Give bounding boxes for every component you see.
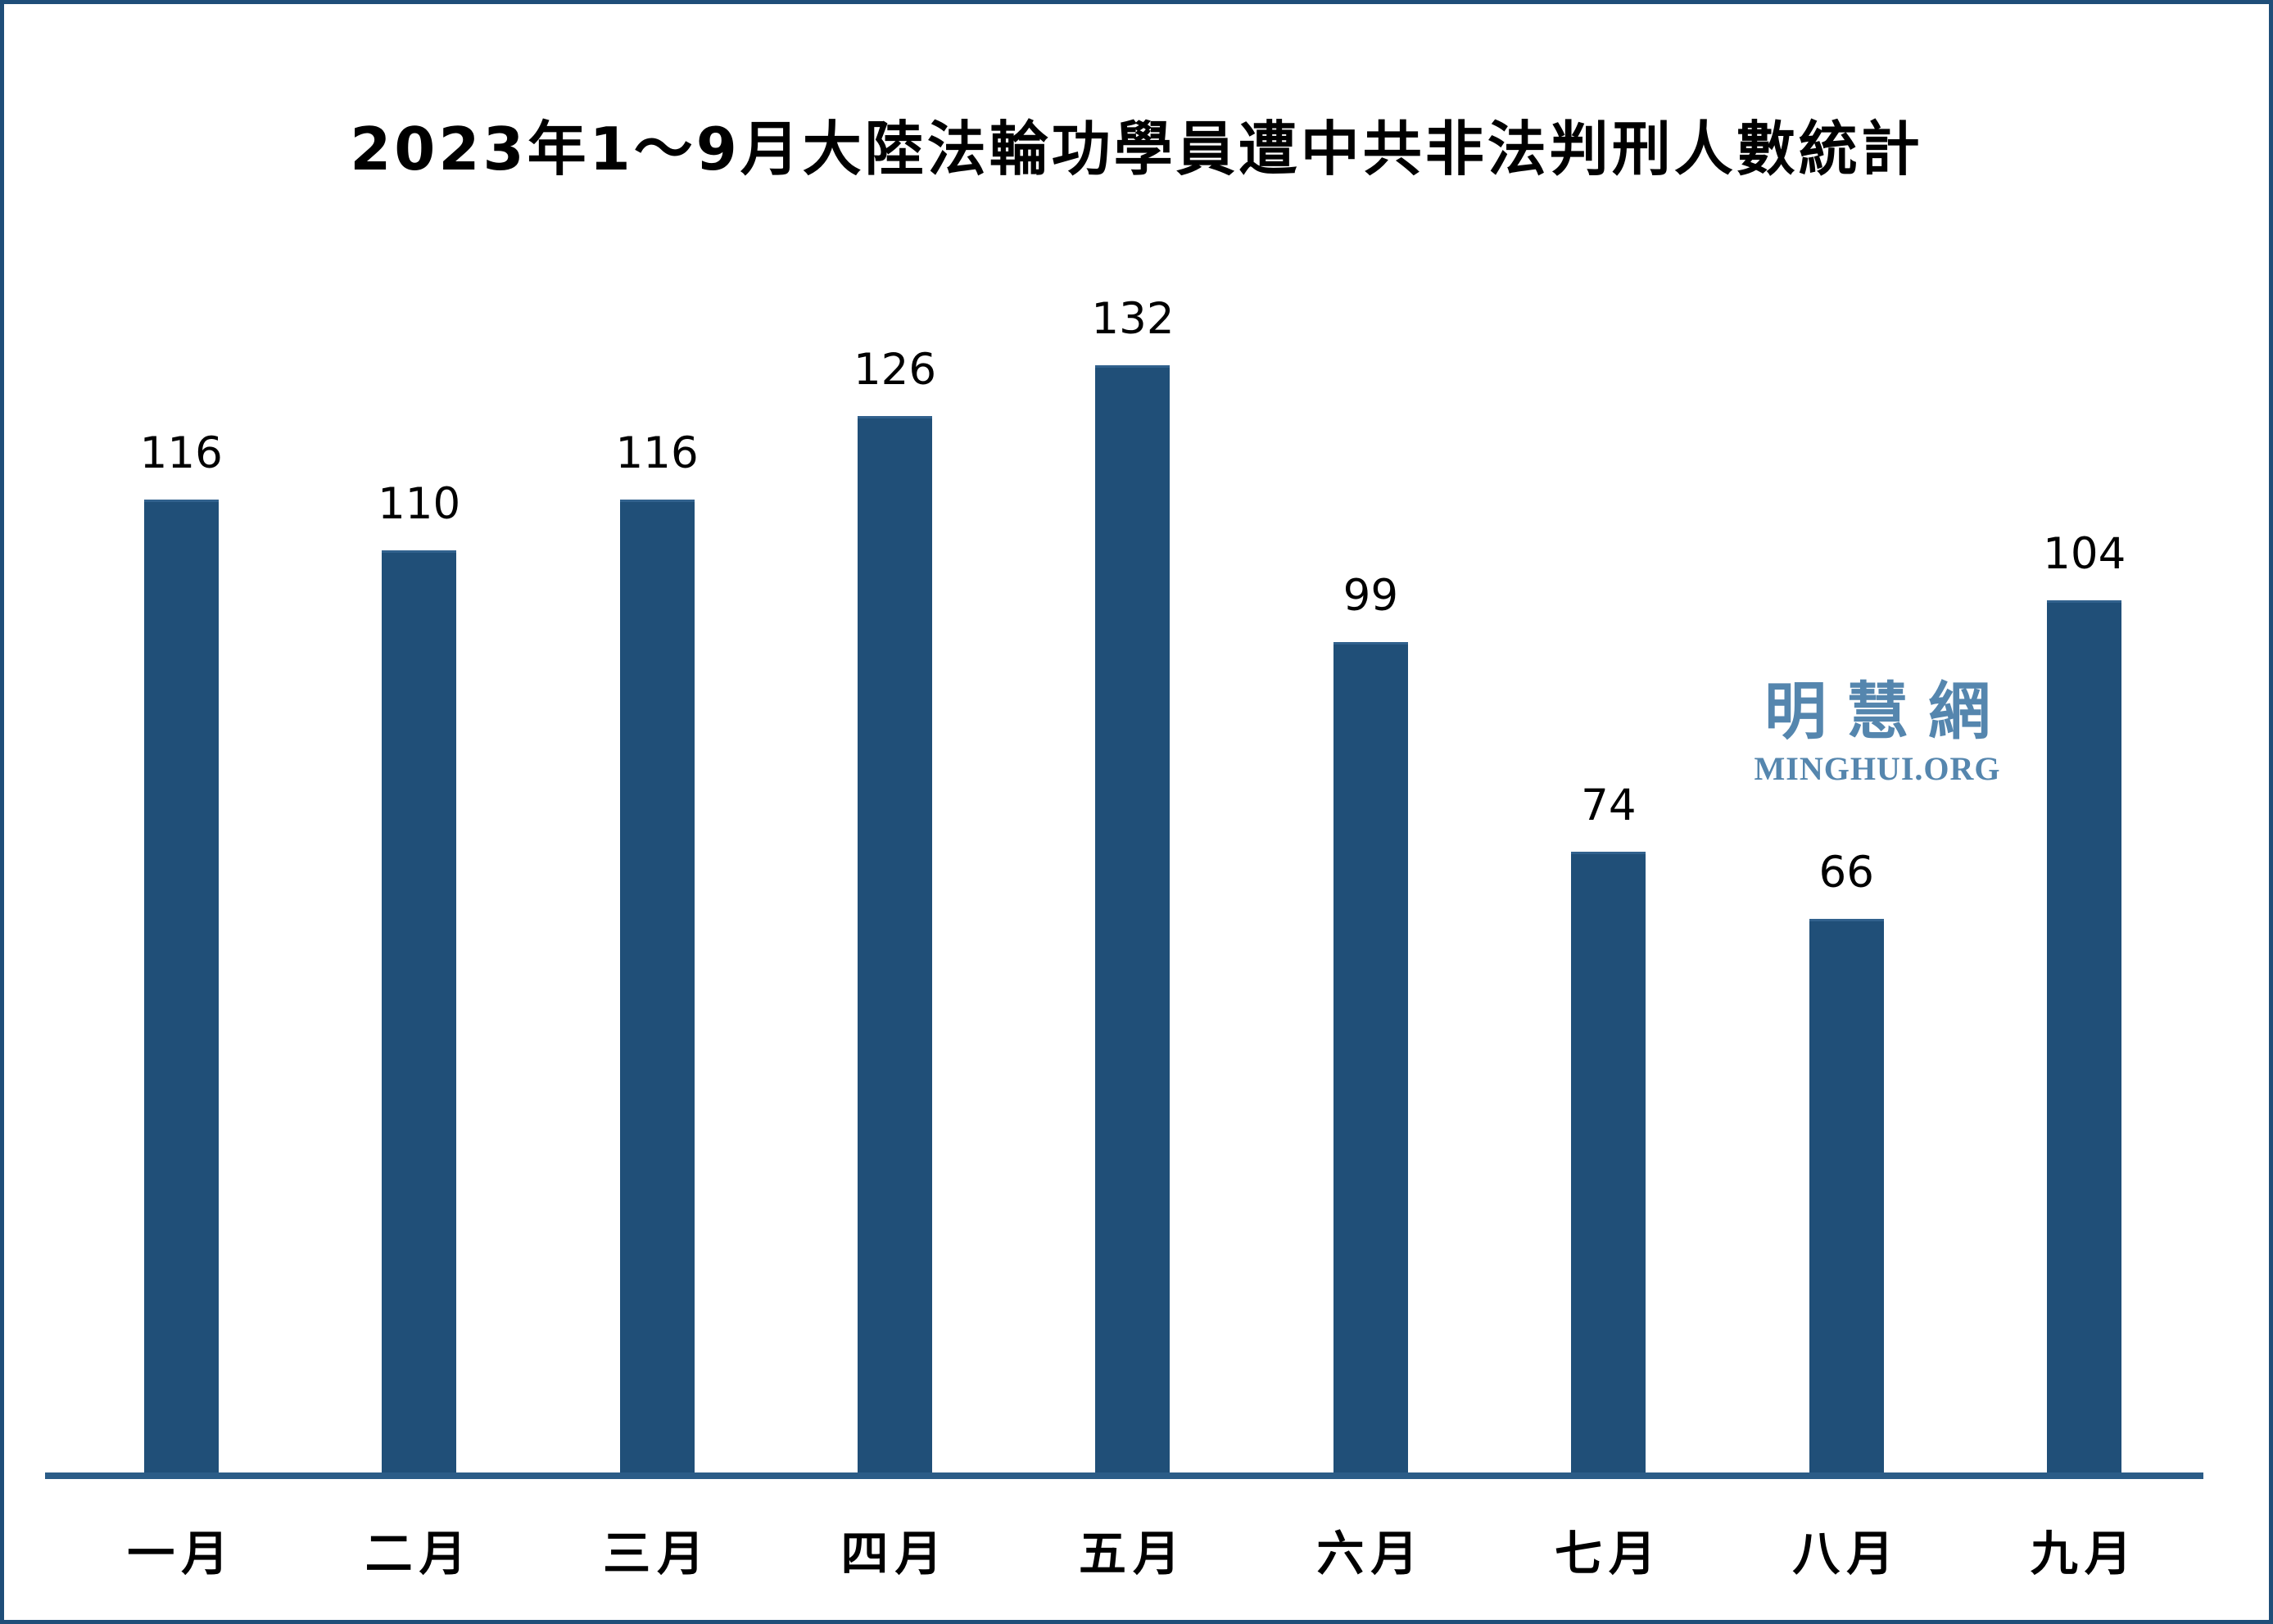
x-axis-label: 七月 — [1554, 1526, 1663, 1581]
bar-value-label: 132 — [1091, 294, 1175, 344]
bar-column: 132 — [1014, 4, 1252, 1472]
bar-column: 66 — [1727, 4, 1965, 1472]
watermark-latin-text: MINGHUI.ORG — [1754, 750, 2001, 787]
bar-column: 110 — [300, 4, 537, 1472]
x-axis-label: 六月 — [1316, 1526, 1425, 1581]
bar-column: 99 — [1252, 4, 1489, 1472]
bar — [1333, 642, 1408, 1472]
bar — [382, 550, 457, 1472]
bar-value-label: 74 — [1581, 780, 1637, 830]
x-axis-line — [45, 1472, 2203, 1479]
x-axis-label: 一月 — [127, 1526, 236, 1581]
bar-column: 116 — [538, 4, 776, 1472]
bar-value-label: 104 — [2043, 529, 2126, 579]
bar-value-label: 66 — [1818, 848, 1874, 898]
bar — [1095, 365, 1170, 1472]
x-axis-label: 二月 — [364, 1526, 473, 1581]
x-axis-label: 九月 — [2030, 1526, 2139, 1581]
bar — [858, 416, 933, 1472]
bar-value-label: 126 — [853, 345, 937, 395]
bar — [143, 500, 219, 1472]
watermark-cjk-text: 明慧網 — [1764, 675, 2010, 748]
bar — [619, 500, 695, 1472]
minghui-watermark: 明慧網 MINGHUI.ORG — [1742, 681, 2013, 785]
plot-area: 116 110 116 126 132 99 74 66 104 — [62, 4, 2203, 1472]
bar-value-label: 99 — [1343, 571, 1399, 621]
bar-value-label: 110 — [378, 479, 461, 529]
bar-value-label: 116 — [139, 428, 223, 478]
bar-column: 74 — [1490, 4, 1727, 1472]
bar-column: 126 — [776, 4, 1013, 1472]
bar — [2047, 600, 2122, 1472]
x-axis-label: 五月 — [1078, 1526, 1187, 1581]
bar-column: 104 — [1966, 4, 2203, 1472]
bar-value-label: 116 — [615, 428, 699, 478]
chart-title: 2023年1～9月大陸法輪功學員遭中共非法判刑人數統計 — [350, 115, 1923, 183]
x-axis-label: 八月 — [1792, 1526, 1901, 1581]
x-axis-label: 三月 — [603, 1526, 712, 1581]
x-axis-label: 四月 — [840, 1526, 949, 1581]
bar — [1571, 852, 1646, 1472]
bar — [1809, 919, 1884, 1472]
bar-column: 116 — [62, 4, 300, 1472]
x-axis-labels: 一月 二月 三月 四月 五月 六月 七月 八月 九月 — [62, 1515, 2203, 1584]
